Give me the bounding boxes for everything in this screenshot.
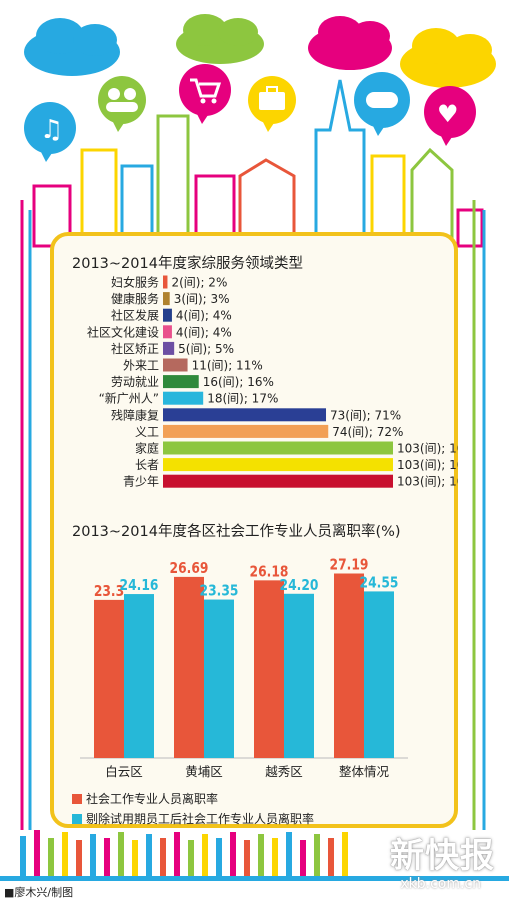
chart2-category-label: 白云区: [105, 764, 143, 779]
chart1-bar: [163, 358, 188, 372]
chart2-bar: [364, 591, 394, 758]
chart2-bar: [124, 594, 154, 758]
chart1-value-label: 4(间); 4%: [176, 325, 232, 339]
cloud-pink: [308, 16, 392, 70]
fence-stripes: [0, 830, 509, 881]
bubble-music: ♫: [24, 102, 76, 162]
svg-text:♥: ♥: [437, 100, 459, 128]
chart2-value-label: 24.20: [280, 577, 319, 594]
chart1-category-label: 青少年: [123, 475, 159, 489]
legend-item-series-a: 社会工作专业人员离职率: [72, 790, 218, 807]
frame-lines: [20, 200, 486, 830]
chart1-value-label: 74(间); 72%: [332, 425, 403, 439]
chart1-value-label: 73(间); 71%: [330, 408, 401, 422]
chart1-value-label: 103(间); 100%: [397, 442, 458, 456]
chart1-category-label: 外来工: [123, 359, 159, 373]
chart2-category-label: 越秀区: [265, 764, 303, 779]
bubble-cart: [179, 64, 231, 124]
chart1-bar: [163, 341, 175, 355]
chart1-bar: [163, 325, 172, 339]
chart2-title: 2013~2014年度各区社会工作专业人员离职率(%): [72, 524, 401, 540]
chart2-category-label: 黄埔区: [185, 764, 223, 779]
cloud-green: [176, 14, 264, 64]
chart2-value-label: 24.55: [360, 574, 399, 591]
chart1-category-label: 义工: [135, 425, 159, 439]
chart1-bar: [163, 408, 327, 422]
cloud-yellow: [400, 28, 496, 88]
chart1-category-label: 妇女服务: [111, 275, 159, 290]
chart1-title: 2013~2014年度家综服务领域类型: [72, 256, 303, 272]
legend-swatch-a: [72, 793, 82, 804]
chart1-category-label: 健康服务: [111, 291, 159, 306]
chart2-bar: [334, 573, 364, 758]
chart1-value-label: 4(间); 4%: [176, 309, 232, 323]
chart1-value-label: 103(间); 100%: [397, 475, 458, 489]
chart2-bar: [254, 580, 284, 758]
bubble-gamepad: [354, 72, 410, 136]
chart1-bar: [163, 391, 204, 405]
chart1-category-label: 残障康复: [111, 407, 159, 422]
svg-text:♫: ♫: [40, 115, 63, 145]
cloud-blue: [24, 18, 120, 76]
chart1-category-label: 社区文化建设: [87, 324, 159, 339]
chart1-value-label: 16(间); 16%: [203, 375, 274, 389]
legend-item-series-b: 剔除试用期员工后社会工作专业人员离职率: [72, 810, 314, 827]
chart1-bar: [163, 308, 172, 322]
bubble-briefcase: [248, 76, 296, 132]
chart1-value-label: 2(间); 2%: [171, 276, 227, 290]
chart2-value-label: 27.19: [330, 556, 369, 573]
chart1-category-label: 长者: [135, 458, 159, 472]
chart1-bar: [163, 275, 168, 289]
chart1-value-label: 3(间); 3%: [174, 292, 230, 306]
chart2-bar: [204, 599, 234, 758]
chart2-value-label: 26.69: [170, 560, 209, 577]
chart1-category-label: 社区矫正: [111, 341, 159, 356]
chart2-value-label: 23.35: [200, 582, 239, 599]
chart1-bar: [163, 292, 170, 306]
legend-swatch-b: [72, 813, 82, 824]
chart2-value-label: 24.16: [120, 577, 159, 594]
chart1-bar: [163, 424, 329, 438]
chart2-bar: [94, 599, 124, 758]
chart1-category-label: 社区发展: [111, 308, 159, 323]
logo-url: xkb.com.cn: [400, 876, 481, 892]
chart1-service-domains: 妇女服务 2(间); 2% 健康服务 3(间); 3% 社区发展 4(间); 4% 社区文化…: [87, 275, 458, 489]
chart1-category-label: 家庭: [135, 441, 159, 456]
legend-label-b: 剔除试用期员工后社会工作专业人员离职率: [86, 812, 315, 826]
chart1-value-label: 18(间); 17%: [207, 392, 278, 406]
chart1-bar: [163, 458, 393, 472]
chart1-category-label: “新广州人”: [99, 391, 159, 406]
credit-text: ■廖木兴/制图: [4, 886, 74, 899]
legend-label-a: 社会工作专业人员离职率: [86, 792, 219, 806]
chart1-value-label: 103(间); 100%: [397, 458, 458, 472]
chart2-category-label: 整体情况: [339, 764, 390, 779]
chart1-bar: [163, 474, 393, 488]
bubble-heart: ♥: [424, 86, 476, 146]
chart1-category-label: 劳动就业: [111, 375, 159, 389]
logo: 新快报: [390, 836, 495, 876]
chart2-bar: [174, 576, 204, 758]
chart2-bar: [284, 593, 314, 758]
bubble-people: [98, 76, 146, 132]
chart2-value-label: 23.3: [94, 583, 124, 600]
chart1-value-label: 11(间); 11%: [192, 359, 263, 373]
chart1-bar: [163, 375, 199, 389]
chart1-bar: [163, 441, 393, 455]
chart1-value-label: 5(间); 5%: [178, 342, 234, 356]
chart2-value-label: 26.18: [250, 563, 289, 580]
